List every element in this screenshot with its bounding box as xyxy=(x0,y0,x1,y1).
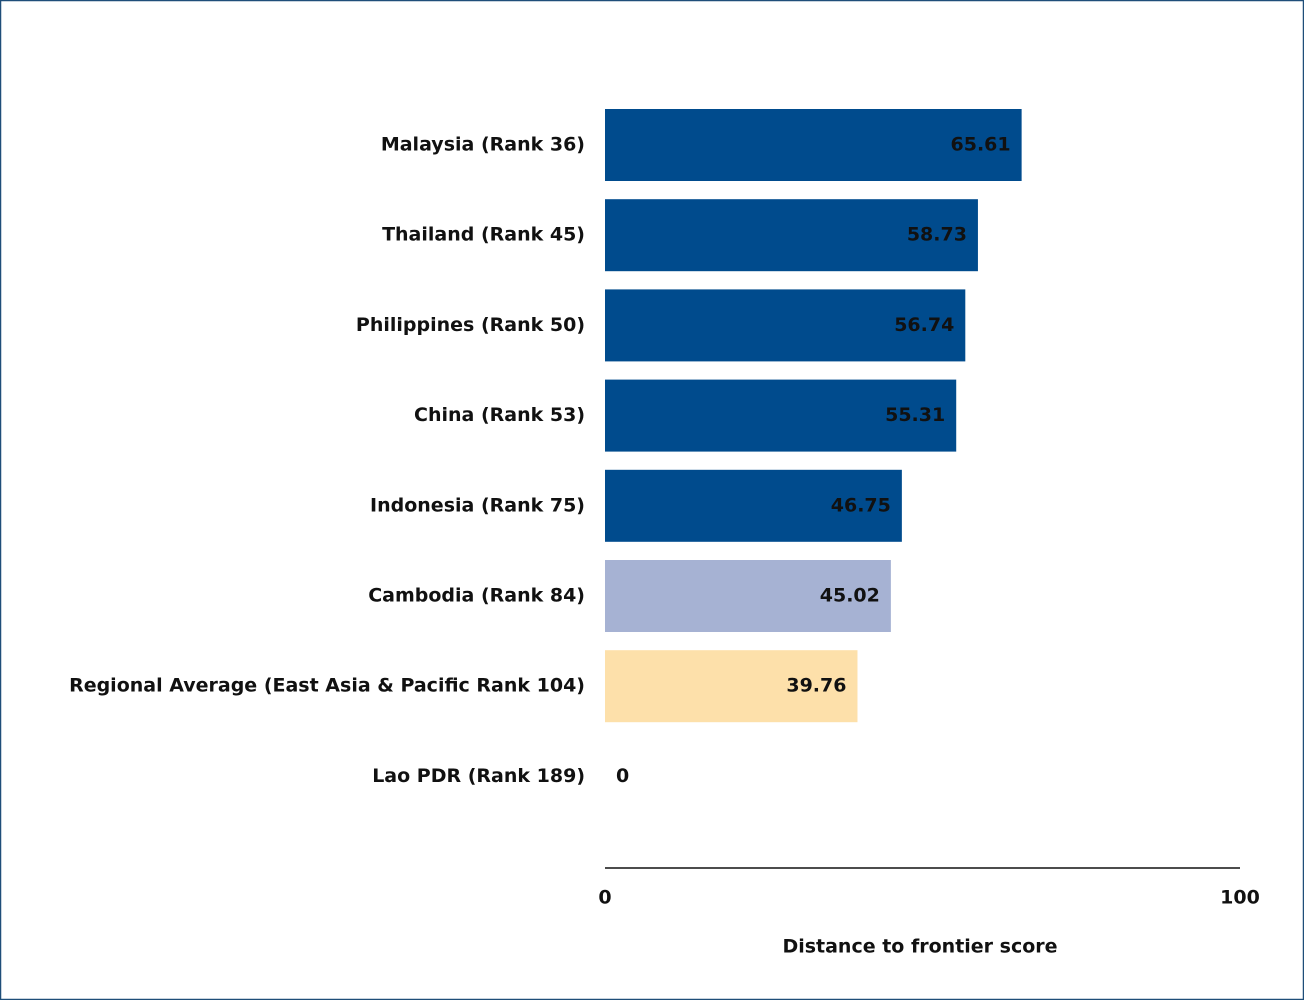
category-label: Philippines (Rank 50) xyxy=(356,314,585,336)
category-label: Regional Average (East Asia & Pacific Ra… xyxy=(69,675,585,697)
x-axis-title: Distance to frontier score xyxy=(782,936,1057,958)
bar xyxy=(605,199,978,272)
bar xyxy=(605,109,1022,181)
bar xyxy=(605,289,966,362)
bar xyxy=(605,469,902,542)
category-label: Cambodia (Rank 84) xyxy=(368,585,585,607)
value-label: 39.76 xyxy=(786,675,846,697)
category-label: Indonesia (Rank 75) xyxy=(370,494,585,516)
category-label: Lao PDR (Rank 189) xyxy=(372,765,585,787)
bar xyxy=(605,650,858,723)
bar xyxy=(605,379,957,452)
value-label: 56.74 xyxy=(894,314,954,336)
value-label: 58.73 xyxy=(907,224,967,246)
value-label: 46.75 xyxy=(831,494,891,516)
value-label: 55.31 xyxy=(885,404,945,426)
category-label: China (Rank 53) xyxy=(414,404,585,426)
category-label: Thailand (Rank 45) xyxy=(382,224,585,246)
x-tick-label: 100 xyxy=(1220,887,1260,909)
value-label: 45.02 xyxy=(820,585,880,607)
value-label: 65.61 xyxy=(951,134,1011,156)
bar xyxy=(605,560,891,632)
x-tick-label: 0 xyxy=(598,887,611,909)
value-label: 0 xyxy=(616,765,629,787)
category-label: Malaysia (Rank 36) xyxy=(381,134,585,156)
